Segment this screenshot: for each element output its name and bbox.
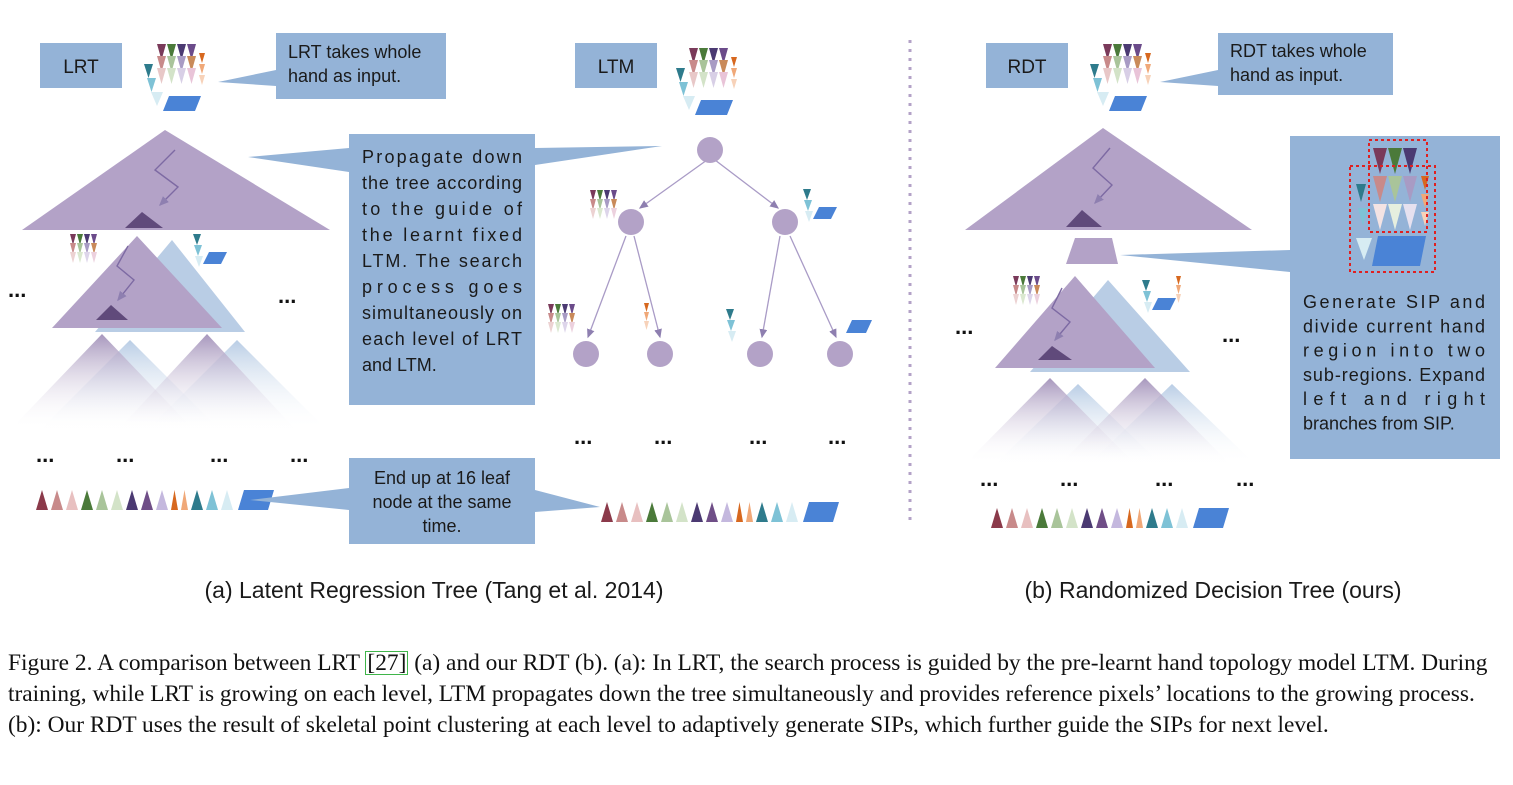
ellipsis: ... (1060, 466, 1078, 491)
ellipsis: ... (1222, 322, 1240, 347)
ltm-node (747, 341, 773, 367)
ltm-node (697, 137, 723, 163)
rdt-root-tree (965, 128, 1252, 230)
svg-text:hand as input.: hand as input. (1230, 65, 1343, 85)
svg-text:hand as input.: hand as input. (288, 66, 401, 86)
ltm-node (772, 209, 798, 235)
ellipsis: ... (210, 442, 228, 467)
ellipsis: ... (1155, 466, 1173, 491)
leaf-row-ltm (601, 502, 839, 522)
citation-link[interactable]: [27] (365, 650, 409, 676)
ltm-node (618, 209, 644, 235)
callout-line: region into two (1303, 341, 1485, 361)
callout-line: Generate SIP and (1303, 292, 1485, 312)
ellipsis: ... (828, 424, 846, 449)
hand-input-icon (144, 44, 205, 111)
ellipsis: ... (1236, 466, 1254, 491)
ellipsis: ... (36, 442, 54, 467)
ellipsis: ... (574, 424, 592, 449)
subcaption-a: (a) Latent Regression Tree (Tang et al. … (205, 577, 664, 603)
caption-body: (a) and our RDT (b). (a): In LRT, the se… (8, 650, 1488, 738)
ltm-box (575, 43, 657, 88)
ellipsis: ... (116, 442, 134, 467)
callout-lrt-input: LRT takes whole hand as input. (218, 33, 446, 99)
panel-b: RDT RDT takes whole hand as input. Gener… (955, 33, 1500, 603)
svg-text:RDT takes whole: RDT takes whole (1230, 41, 1367, 61)
ltm-tree (587, 159, 837, 339)
svg-text:End up at 16 leaf: End up at 16 leaf (374, 468, 511, 488)
svg-text:time.: time. (422, 516, 461, 536)
callout-line: each level of LRT (362, 329, 522, 349)
ellipsis: ... (980, 466, 998, 491)
callout-line: sub-regions. Expand (1303, 365, 1485, 385)
panel-a: LRT LRT takes whole hand as input. ... .… (8, 33, 872, 603)
callout-propagate: Propagate down the tree according to the g… (248, 134, 662, 405)
ltm-box-label: LTM (598, 57, 635, 78)
leaf-row-rdt (991, 508, 1229, 528)
svg-text:node at the same: node at the same (372, 492, 511, 512)
sip-trapezoid (1066, 238, 1118, 264)
lrt-box (40, 43, 122, 88)
leaf-row-lrt (36, 490, 274, 510)
callout-line: the tree according (362, 173, 522, 193)
rdt-box (986, 43, 1068, 88)
ellipsis: ... (654, 424, 672, 449)
ellipsis: ... (749, 424, 767, 449)
lrt-box-label: LRT (63, 57, 99, 78)
callout-line: and LTM. (362, 355, 437, 375)
callout-line: branches from SIP. (1303, 414, 1455, 434)
subcaption-b: (b) Randomized Decision Tree (ours) (1024, 577, 1401, 603)
ltm-node (647, 341, 673, 367)
ellipsis: ... (955, 314, 973, 339)
callout-sip: Generate SIP and divide current hand regio… (1120, 136, 1500, 459)
callout-rdt-input: RDT takes whole hand as input. (1160, 33, 1393, 95)
rdt-box-label: RDT (1007, 57, 1046, 78)
ellipsis: ... (290, 442, 308, 467)
ltm-node (827, 341, 853, 367)
svg-text:LRT takes whole: LRT takes whole (288, 42, 421, 62)
ellipsis: ... (278, 283, 296, 308)
callout-line: simultaneously on (362, 303, 522, 323)
ellipsis: ... (8, 277, 26, 302)
callout-line: divide current hand (1303, 316, 1485, 336)
callout-leaf: End up at 16 leaf node at the same time. (250, 458, 600, 544)
figure-canvas: LRT LRT takes whole hand as input. ... .… (8, 33, 1500, 603)
callout-line: to the guide of (362, 199, 523, 219)
lrt-root-tree (22, 130, 330, 230)
ltm-node (573, 341, 599, 367)
figure-caption: Figure 2. A comparison between LRT [27] … (8, 648, 1506, 741)
callout-line: LTM. The search (362, 251, 522, 271)
caption-prefix: Figure 2. A comparison between LRT (8, 650, 366, 676)
callout-line: Propagate down (362, 147, 522, 167)
